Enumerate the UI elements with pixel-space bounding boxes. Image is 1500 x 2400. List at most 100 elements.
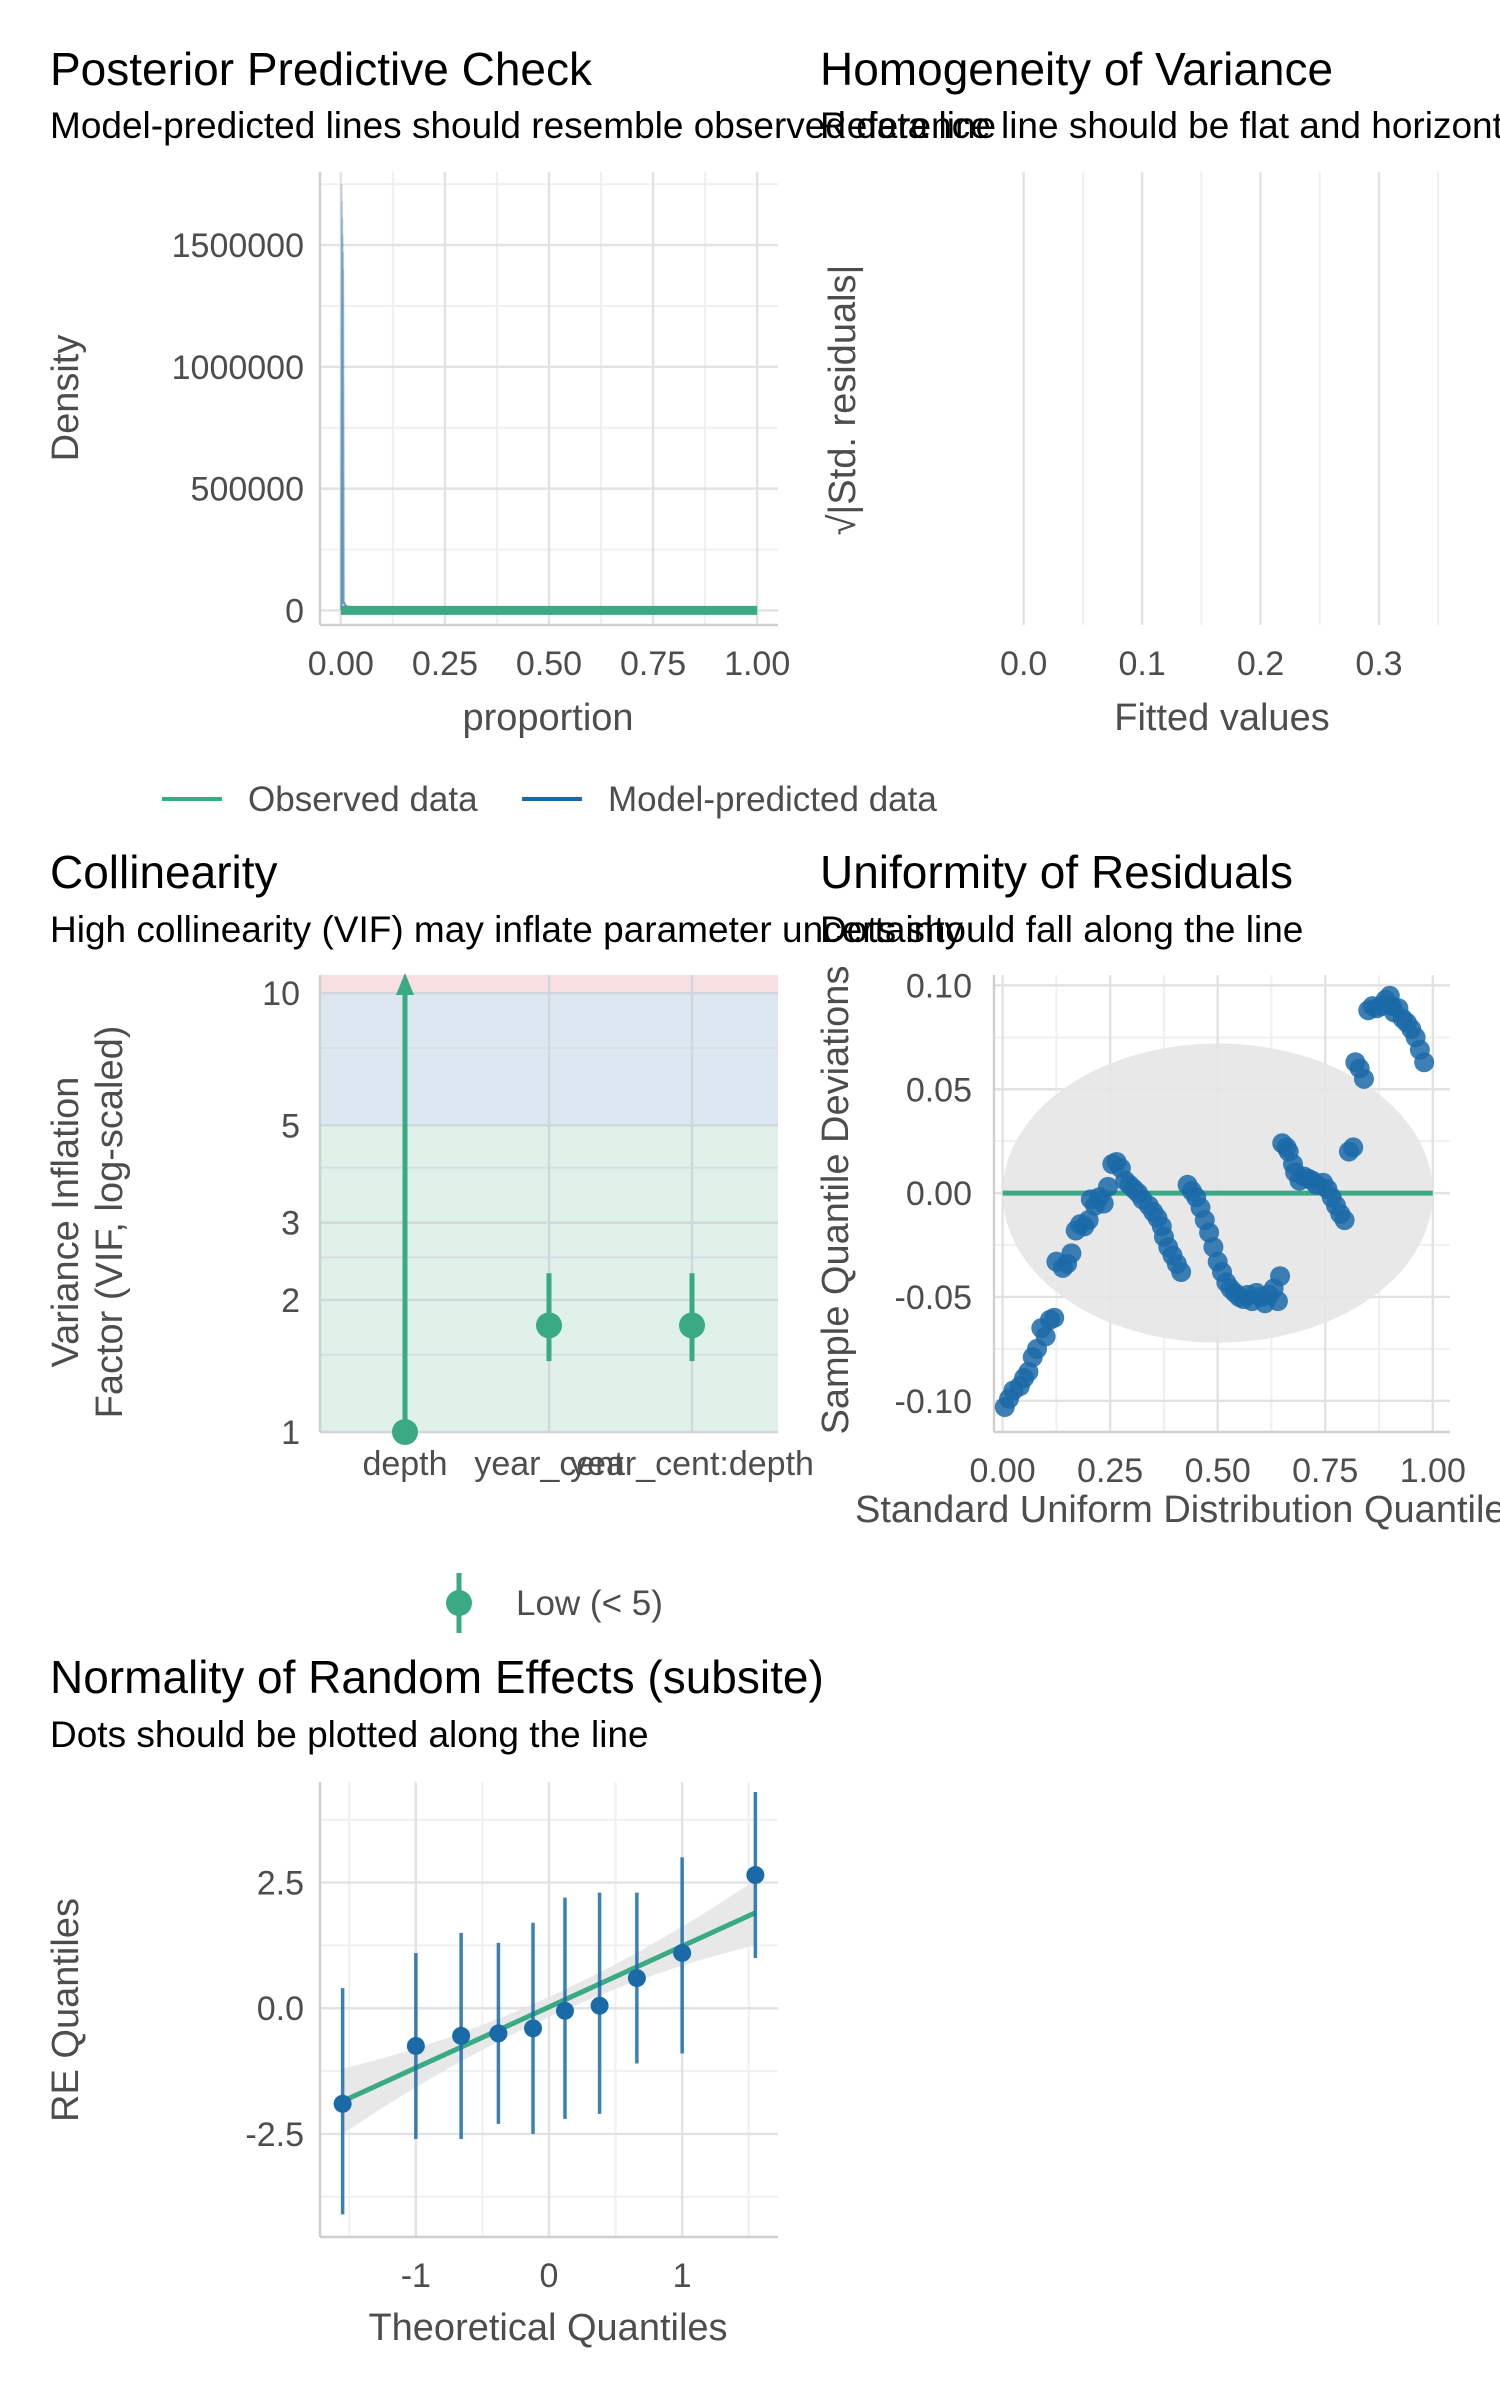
ppc-plot-area: 0.00 0.25 0.50 0.75 1.00 0 500000 1000000 150000… [172,172,790,683]
panel-homogeneity-of-variance: Homogeneity of Variance Reference line s… [820,43,1500,739]
panel-normality-random-effects: Normality of Random Effects (subsite) Do… [45,1651,824,2349]
re-point [746,1866,765,1885]
x-tick-label: 0.0 [1000,645,1047,683]
y-tick-label: 1500000 [172,227,304,265]
re-point [452,2026,471,2045]
y-tick-label: 1000000 [172,349,304,387]
y-tick-label: 500000 [191,471,304,509]
re-point [333,2094,352,2113]
ppc-y-axis-label: Density [45,335,87,462]
y-tick-label: 0.0 [257,1990,304,2028]
x-tick-label: 0.1 [1118,645,1165,683]
unif-subtitle: Dots should fall along the line [820,909,1303,950]
legend-label-low: Low (< 5) [516,1584,663,1623]
vif-subtitle: High collinearity (VIF) may inflate para… [50,909,964,950]
y-tick-label: -0.05 [895,1279,973,1317]
re-plot-area: -1 0 1 -2.5 0.0 2.5 [245,1782,778,2295]
residual-point [1353,1068,1374,1089]
residual-point [1414,1052,1435,1073]
y-tick-label: 1 [281,1414,300,1452]
vif-title: Collinearity [50,846,278,898]
y-tick-label: 2 [281,1282,300,1320]
re-point [489,2024,508,2043]
x-tick-label: 0.75 [1292,1452,1358,1490]
x-tick-label: 0.75 [620,645,686,683]
x-tick-label: depth [362,1445,447,1483]
y-tick-label: 2.5 [257,1865,304,1903]
vif-point [679,1312,705,1339]
residual-point [1334,1210,1355,1231]
panel-uniformity-of-residuals: Uniformity of Residuals Dots should fall… [815,846,1500,1531]
x-tick-label: -1 [401,2257,431,2295]
x-tick-label: 0 [540,2257,559,2295]
y-tick-label: 3 [281,1205,300,1243]
hov-plot-area: 0.0 0.1 0.2 0.3 [1000,172,1440,683]
residual-point [1343,1137,1364,1158]
y-tick-label: -2.5 [245,2116,304,2154]
x-tick-label: 0.50 [1185,1452,1251,1490]
legend-label-observed: Observed data [248,780,478,819]
vif-point [536,1312,562,1339]
residual-point [1035,1326,1056,1347]
re-point [590,1996,609,2015]
residual-point [1270,1266,1291,1287]
y-tick-label: 0.10 [906,967,972,1005]
unif-plot-area: 0.00 0.25 0.50 0.75 1.00 -0.10 -0.05 0.00 0.05 0.… [895,967,1466,1490]
y-tick-label: 0.00 [906,1175,972,1213]
x-tick-label: 0.25 [1077,1452,1143,1490]
residual-point [1044,1307,1065,1328]
unif-title: Uniformity of Residuals [820,846,1293,898]
residual-point [1093,1193,1114,1214]
re-point [627,1969,646,1988]
hov-subtitle: Reference line should be flat and horizo… [820,105,1500,146]
re-point [524,2019,543,2038]
ppc-title: Posterior Predictive Check [50,43,593,95]
y-tick-label: 0 [285,592,304,630]
y-tick-label: 10 [262,975,300,1013]
series-predicted-line [340,235,376,611]
x-tick-label: 0.50 [516,645,582,683]
legend-key-low-point [446,1590,472,1616]
re-point [555,2001,574,2020]
series-predicted-line [341,269,376,611]
vif-ci-arrowhead [396,973,414,995]
residual-point [1061,1243,1082,1264]
legend-label-predicted: Model-predicted data [608,780,937,819]
unif-x-axis-label: Standard Uniform Distribution Quantiles [855,1489,1500,1531]
re-x-axis-label: Theoretical Quantiles [368,2307,727,2349]
hov-y-axis-label: √|Std. residuals| [822,265,864,536]
vif-y-axis-label-line2: Factor (VIF, log-scaled) [89,1026,131,1419]
residual-point [1267,1291,1288,1312]
x-tick-label: year_cent:depth [570,1445,814,1483]
vif-y-axis-label-line1: Variance Inflation [45,1077,87,1368]
re-subtitle: Dots should be plotted along the line [50,1714,649,1755]
x-tick-label: 0.2 [1237,645,1284,683]
re-point [673,1943,692,1962]
x-tick-label: 0.3 [1355,645,1402,683]
x-tick-label: 1.00 [1400,1452,1466,1490]
y-tick-label: 0.05 [906,1071,972,1109]
series-predicted-line [340,218,375,611]
x-tick-label: 1 [673,2257,692,2295]
x-tick-label: 0.00 [308,645,374,683]
x-tick-label: year_cent [474,1445,624,1483]
y-tick-label: -0.10 [895,1383,973,1421]
x-tick-label: 0.25 [412,645,478,683]
residual-point [1098,1176,1118,1197]
panel-collinearity: Collinearity High collinearity (VIF) may… [45,846,964,1633]
vif-legend: Low (< 5) [446,1573,663,1633]
y-tick-label: 5 [281,1107,300,1145]
hov-title: Homogeneity of Variance [820,43,1333,95]
unif-y-axis-label: Sample Quantile Deviations [815,966,857,1435]
panel-posterior-predictive-check: Posterior Predictive Check Model-predict… [45,43,996,819]
hov-x-axis-label: Fitted values [1114,697,1329,739]
x-tick-label: 1.00 [724,645,790,683]
x-tick-label: 0.00 [970,1452,1036,1490]
re-y-axis-label: RE Quantiles [45,1898,87,2122]
ppc-x-axis-label: proportion [462,697,633,739]
reference-line [341,1910,757,2104]
ppc-subtitle: Model-predicted lines should resemble ob… [50,105,996,146]
residual-point [1171,1262,1192,1283]
